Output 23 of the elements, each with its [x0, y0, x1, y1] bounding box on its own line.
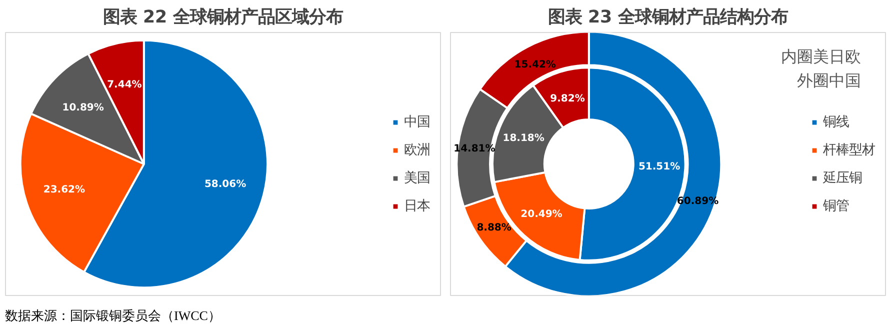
source-note: 数据来源：国际锻铜委员会（IWCC） — [5, 307, 221, 325]
chart-title: 图表 22 全球铜材产品区域分布 — [102, 8, 344, 28]
data-label: 20.49% — [520, 208, 562, 220]
data-label: 15.42% — [514, 60, 556, 71]
data-label: 23.62% — [43, 184, 86, 196]
data-label: 58.06% — [204, 178, 246, 190]
data-label: 18.18% — [502, 133, 544, 144]
data-label: 7.44% — [107, 79, 142, 90]
legend-label: 欧洲 — [404, 142, 430, 158]
data-label: 8.88% — [476, 222, 512, 234]
data-label: 10.89% — [62, 102, 104, 114]
chart-title: 图表 23 全球铜材产品结构分布 — [548, 8, 788, 28]
data-label: 9.82% — [550, 94, 585, 105]
legend-label: 铜管 — [823, 198, 849, 214]
text: 外圈中国 — [796, 70, 861, 90]
text: 内圈美日欧 — [780, 46, 861, 66]
legend-label: 日本 — [404, 198, 430, 214]
data-label: 51.51% — [638, 162, 680, 173]
legend-label: 延压铜 — [823, 170, 862, 186]
legend-label: 美国 — [404, 170, 430, 186]
legend-label: 杆棒型材 — [823, 142, 875, 158]
legend-label: 中国 — [404, 114, 430, 130]
legend-label: 铜线 — [823, 114, 849, 130]
